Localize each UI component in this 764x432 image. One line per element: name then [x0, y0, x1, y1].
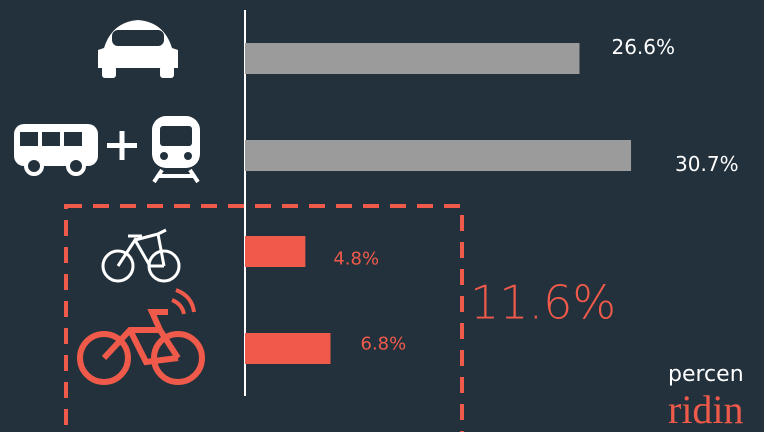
caption-text: percen — [668, 362, 744, 387]
value-label: 30.7% — [675, 152, 739, 176]
value-label: 6.8% — [361, 334, 407, 355]
value-label: 26.6% — [611, 35, 675, 59]
ebike-icon — [77, 288, 205, 385]
caption-highlight: ridin — [668, 387, 744, 432]
bar — [245, 236, 306, 267]
car-icon — [98, 20, 178, 78]
value-label: 4.8% — [333, 249, 379, 270]
bike-icon — [101, 228, 181, 283]
bar — [245, 43, 580, 74]
group-box — [64, 204, 464, 432]
bus-icon — [14, 124, 98, 176]
group-total: 11.6% — [470, 276, 616, 330]
train-icon — [152, 116, 200, 184]
bar — [245, 333, 331, 364]
bar — [245, 140, 632, 171]
plus-sign — [107, 131, 137, 160]
